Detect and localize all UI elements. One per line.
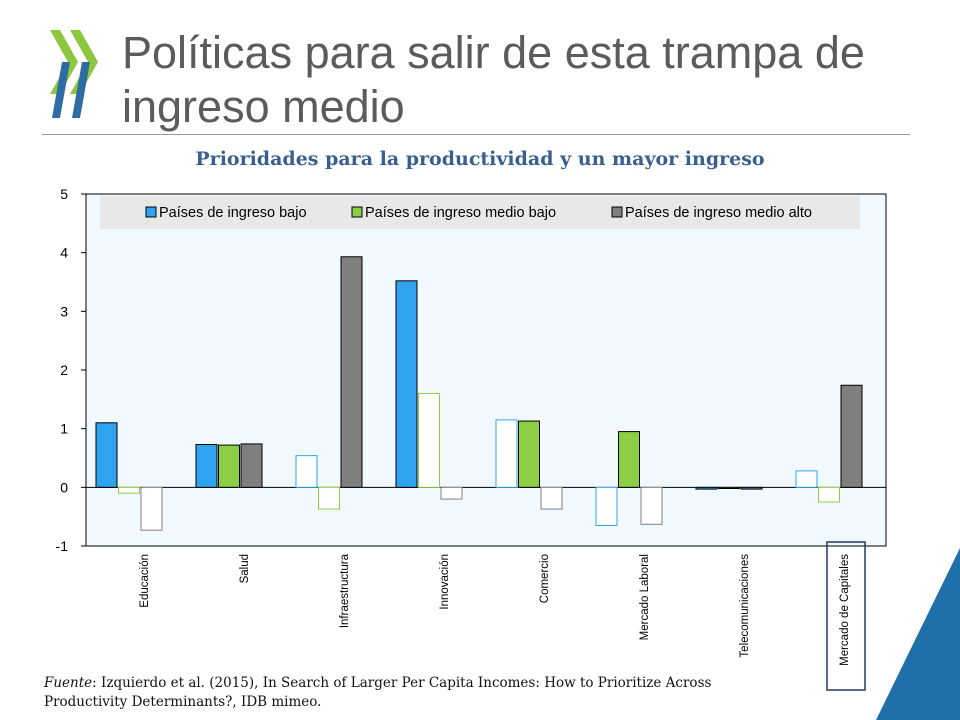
y-tick-label: 3 <box>60 303 68 319</box>
category-label: Mercado Laboral <box>639 554 651 640</box>
bar-1-1 <box>218 444 240 488</box>
bar-5-0 <box>595 486 618 526</box>
bar-7-0 <box>795 470 818 488</box>
bar-4-0 <box>495 419 518 488</box>
bar-7-1 <box>818 486 840 503</box>
highlight-box <box>826 541 866 691</box>
bar-3-0 <box>395 280 418 488</box>
category-label: Educación <box>139 554 151 608</box>
legend-box <box>100 196 860 229</box>
category-label: Innovación <box>439 554 451 610</box>
bar-2-0 <box>295 455 318 488</box>
legend-swatch <box>351 206 363 218</box>
title-divider <box>42 134 910 135</box>
bar-4-1 <box>518 420 540 488</box>
legend-label: Países de ingreso bajo <box>159 205 307 221</box>
y-tick-label: 2 <box>60 362 68 378</box>
oecd-logo <box>50 30 98 118</box>
bar-3-1 <box>418 392 440 488</box>
category-label: Salud <box>239 554 251 583</box>
slide-title: Políticas para salir de esta trampa de i… <box>122 27 865 132</box>
logo-bar-blue-2 <box>72 62 90 118</box>
legend-swatch <box>145 206 157 218</box>
bar-1-2 <box>240 443 263 488</box>
bar-1-0 <box>195 444 218 488</box>
bar-2-2 <box>340 256 363 488</box>
bar-2-1 <box>318 486 340 510</box>
category-label: Comercio <box>539 554 551 603</box>
legend-label: Países de ingreso medio alto <box>625 205 812 221</box>
y-tick-label: 5 <box>60 186 68 202</box>
logo-bar-blue-1 <box>52 62 70 118</box>
bar-0-0 <box>95 422 118 488</box>
category-label: Mercado de Capitales <box>839 554 851 666</box>
legend-swatch <box>611 206 623 218</box>
bar-5-2 <box>640 486 663 525</box>
bar-0-1 <box>118 486 140 494</box>
y-tick-label: -1 <box>56 538 69 554</box>
legend-label: Países de ingreso medio bajo <box>365 205 556 221</box>
bar-6-0 <box>695 486 718 490</box>
bar-0-2 <box>140 486 163 531</box>
y-tick-label: 1 <box>60 421 68 437</box>
source-note: Fuente: Izquierdo et al. (2015), In Sear… <box>44 674 784 712</box>
chart-subtitle: Prioridades para la productividad y un m… <box>195 148 765 170</box>
bar-4-2 <box>540 486 563 510</box>
y-tick-label: 4 <box>60 245 68 261</box>
bar-3-2 <box>440 486 463 500</box>
category-label: Telecomunicaciones <box>739 554 751 658</box>
bar-6-2 <box>740 486 763 490</box>
bar-6-1 <box>718 486 740 490</box>
source-text: : Izquierdo et al. (2015), In Search of … <box>44 675 712 710</box>
category-label: Infraestructura <box>339 553 351 628</box>
bar-5-1 <box>618 431 640 488</box>
y-tick-label: 0 <box>60 479 68 495</box>
source-label: Fuente <box>44 675 93 691</box>
bar-7-2 <box>840 384 863 488</box>
